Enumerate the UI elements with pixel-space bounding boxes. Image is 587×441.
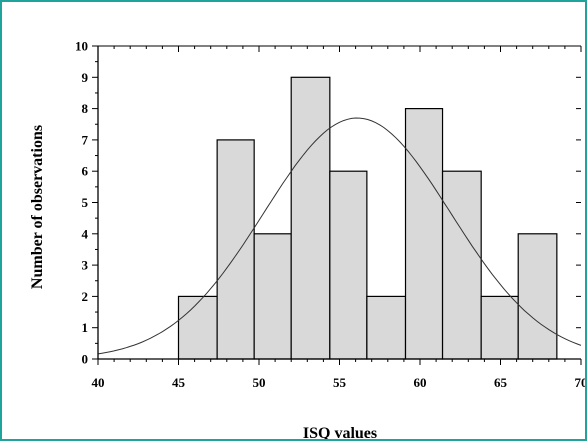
y-tick-label: 8 [82,101,89,116]
y-tick-label: 7 [82,132,89,147]
histogram-bar-10 [517,233,558,360]
histogram-bar-4 [290,76,331,360]
y-tick-label: 3 [82,258,89,273]
x-tick-label: 70 [575,375,587,390]
bars-group [177,76,558,360]
y-tick-label: 5 [82,195,89,210]
axes-group [92,45,582,365]
y-axis-title: Number of observations [29,125,46,289]
histogram-bar-9 [480,295,519,360]
y-tick-label: 2 [82,289,89,304]
x-tick-label: 55 [333,375,347,390]
y-tick-label: 9 [82,70,89,85]
x-tick-label: 45 [172,375,186,390]
histogram-bar-1 [177,295,218,360]
x-tick-label: 65 [494,375,508,390]
y-tick-label: 4 [82,226,89,241]
x-tick-label: 40 [92,375,105,390]
y-tick-label: 0 [82,352,89,367]
histogram-bar-2 [216,139,255,360]
histogram-bar-5 [329,170,368,360]
histogram-bar-8 [441,170,482,360]
x-axis-title: ISQ values [303,425,377,441]
x-tick-label: 60 [414,375,427,390]
histogram-bar-6 [366,295,407,360]
x-tick-label: 50 [253,375,266,390]
y-tick-label: 6 [82,164,89,179]
histogram-bar-7 [404,107,444,360]
y-tick-label: 10 [75,39,88,54]
y-tick-label: 1 [82,320,89,335]
histogram-bar-3 [253,233,292,360]
normal-curve [97,117,582,355]
